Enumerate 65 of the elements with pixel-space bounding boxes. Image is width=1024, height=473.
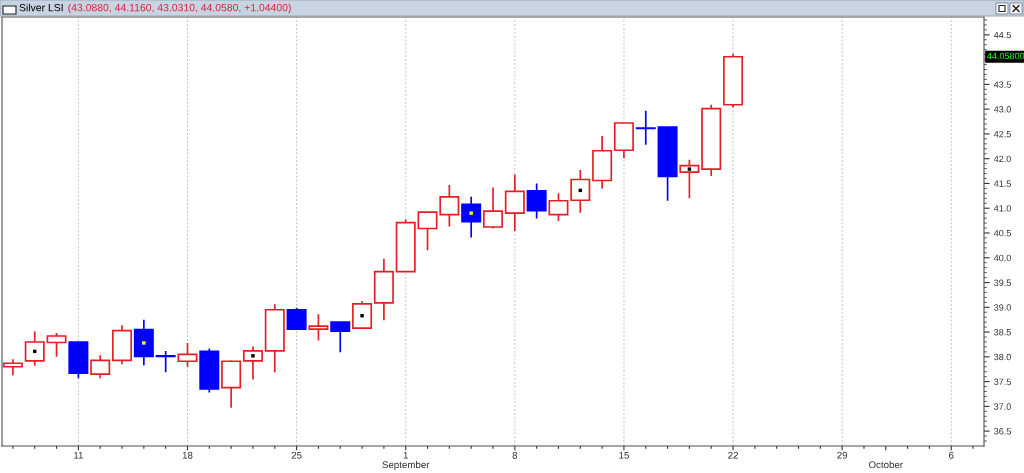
x-tick-label: October xyxy=(868,460,903,469)
candlestick xyxy=(701,103,722,177)
x-tick-label: 25 xyxy=(291,451,302,459)
candlestick xyxy=(308,313,329,342)
x-tick-label: 8 xyxy=(512,451,518,459)
candlestick xyxy=(46,332,67,358)
candlestick xyxy=(2,358,23,376)
candlestick xyxy=(482,186,504,230)
chart-subtitle: (43.0880, 44.1160, 43.0310, 44.0580, +1.04400) xyxy=(68,3,291,14)
candlestick xyxy=(199,347,220,394)
x-tick-label: 29 xyxy=(837,451,848,459)
y-tick-label: 42.5 xyxy=(993,130,1011,138)
y-tick-label: 40.0 xyxy=(993,254,1011,262)
candlestick xyxy=(373,257,394,322)
candlestick xyxy=(526,182,547,220)
candlestick xyxy=(112,324,133,366)
candlestick xyxy=(723,53,744,109)
candlestick xyxy=(461,195,482,239)
candlestick xyxy=(242,345,263,381)
y-tick-label: 37.5 xyxy=(994,378,1011,385)
candlestick xyxy=(352,300,373,329)
point xyxy=(687,167,692,171)
x-tick-label: 11 xyxy=(74,451,83,459)
x-tick-label: 1 September xyxy=(382,451,430,471)
candlestick xyxy=(177,342,198,368)
text: 44.05800 xyxy=(987,52,1024,60)
y-tick-label: 43.5 xyxy=(993,81,1011,88)
y-tick-label: 41.0 xyxy=(993,205,1011,212)
x-tick-label: 18 xyxy=(182,451,193,459)
candlestick xyxy=(613,121,634,160)
point xyxy=(142,341,146,345)
candlestick xyxy=(592,135,613,190)
candlestick xyxy=(286,306,307,331)
y-tick-label: 38.0 xyxy=(994,353,1011,361)
y-tick-label: 39.0 xyxy=(994,304,1011,311)
chart-title: Silver LSI xyxy=(19,3,63,12)
y-tick-label: 43.0 xyxy=(993,106,1011,113)
x-tick-label: 6 xyxy=(949,451,954,459)
y-tick-label: 42.0 xyxy=(993,155,1011,163)
y-tick-label: 44.5 xyxy=(993,31,1011,39)
candlestick xyxy=(221,359,242,409)
candlestick xyxy=(24,330,45,367)
candlestick xyxy=(657,126,678,202)
candlestick xyxy=(570,169,591,214)
y-tick-label: 40.5 xyxy=(993,229,1011,237)
point xyxy=(251,354,255,358)
x-tick-label: 15 xyxy=(619,451,629,459)
candlestick xyxy=(330,320,351,354)
y-tick-label: 39.5 xyxy=(994,279,1011,286)
candlestick xyxy=(155,350,176,374)
y-tick-label: 36.5 xyxy=(994,428,1011,435)
candlestick xyxy=(90,354,111,379)
y-tick-label: 41.5 xyxy=(993,180,1011,187)
candlestick xyxy=(504,173,525,232)
candlestick xyxy=(635,109,656,146)
candlestick xyxy=(264,303,285,374)
y-tick-label: 38.5 xyxy=(994,329,1011,336)
point xyxy=(469,211,473,215)
candlestick xyxy=(133,318,154,367)
candlestick xyxy=(548,192,569,222)
y-tick-label: 37.0 xyxy=(994,403,1011,410)
point xyxy=(360,314,364,318)
candlestick xyxy=(395,218,416,273)
candlestick xyxy=(68,340,89,379)
x-tick-label: 22 xyxy=(728,451,738,459)
